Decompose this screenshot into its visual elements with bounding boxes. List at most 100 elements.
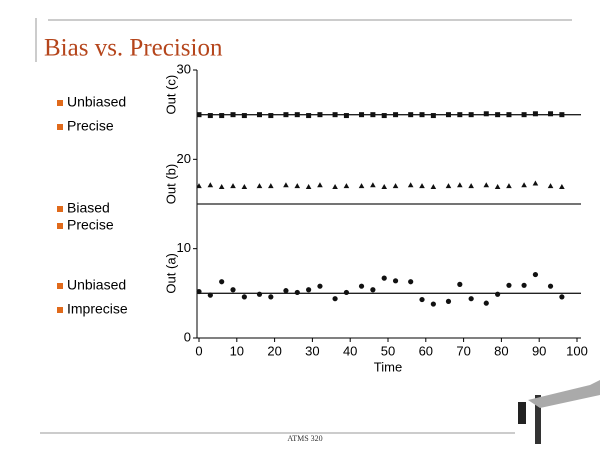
point — [532, 180, 539, 186]
point — [468, 183, 474, 189]
point — [445, 298, 452, 304]
bullet-text: Unbiased — [67, 94, 126, 110]
point — [506, 282, 512, 288]
bullet-text: Precise — [67, 118, 114, 134]
point — [559, 184, 565, 190]
x-tick-label: 40 — [343, 343, 357, 358]
series-label: Out (b) — [163, 164, 178, 204]
bullet-marker — [57, 283, 63, 289]
x-tick-label: 60 — [419, 343, 433, 358]
x-tick-label: 70 — [456, 343, 470, 358]
point — [430, 301, 436, 307]
bullet-marker — [57, 307, 63, 313]
point — [207, 113, 213, 119]
bullet-text: Biased — [67, 200, 110, 216]
y-tick-label: 10 — [177, 240, 191, 255]
point — [370, 287, 376, 293]
point — [495, 291, 501, 297]
point — [532, 111, 538, 117]
point — [559, 112, 565, 118]
point — [559, 294, 565, 300]
point — [332, 112, 338, 118]
point — [283, 288, 289, 294]
point — [207, 182, 214, 188]
point — [547, 283, 554, 289]
bullet-marker — [57, 100, 63, 106]
point — [430, 184, 437, 190]
series-label: Out (a) — [163, 253, 178, 293]
slide-title: Bias vs. Precision — [44, 35, 223, 62]
point — [521, 182, 527, 188]
bullet-text: Imprecise — [67, 301, 128, 317]
point — [207, 292, 213, 298]
footer: ATMS 320 — [287, 434, 322, 443]
point — [343, 289, 350, 296]
point — [196, 112, 202, 118]
point — [370, 182, 376, 188]
point — [419, 183, 425, 189]
point — [294, 183, 301, 189]
instrument — [518, 380, 600, 444]
point — [521, 282, 527, 288]
point — [392, 278, 399, 284]
point — [294, 112, 300, 118]
point — [408, 279, 414, 285]
bullet-text: Precise — [67, 217, 114, 233]
y-tick-label: 30 — [177, 61, 191, 76]
point — [548, 111, 554, 117]
point — [532, 271, 539, 278]
point — [457, 281, 463, 287]
point — [430, 113, 436, 119]
point — [218, 184, 225, 190]
point — [306, 113, 312, 119]
point — [230, 183, 236, 189]
point — [256, 291, 263, 297]
point — [494, 184, 501, 190]
x-tick-label: 10 — [230, 343, 244, 358]
point — [359, 112, 365, 118]
point — [241, 294, 247, 300]
series-label: Out (c) — [163, 75, 178, 115]
point — [381, 184, 388, 190]
point — [495, 112, 501, 118]
point — [547, 183, 554, 189]
point — [457, 182, 463, 188]
point — [358, 183, 365, 189]
point — [457, 112, 463, 118]
point — [219, 113, 225, 119]
point — [407, 182, 414, 188]
x-tick-label: 100 — [566, 343, 588, 358]
point — [230, 287, 236, 293]
bullet-marker — [57, 124, 63, 130]
x-axis-label: Time — [374, 359, 402, 374]
point — [392, 183, 399, 189]
point — [468, 296, 474, 302]
point — [241, 184, 248, 190]
point — [256, 183, 263, 189]
point — [230, 112, 236, 118]
y-tick-label: 20 — [177, 151, 191, 166]
x-tick-label: 0 — [195, 343, 202, 358]
y-tick-label: 0 — [184, 329, 191, 344]
point — [268, 183, 274, 189]
point — [419, 112, 425, 118]
point — [196, 288, 202, 295]
point — [445, 112, 451, 118]
point — [283, 182, 289, 188]
x-tick-label: 20 — [267, 343, 281, 358]
point — [419, 296, 425, 303]
point — [294, 289, 300, 296]
bullet-text: Unbiased — [67, 277, 126, 293]
point — [445, 183, 452, 189]
point — [241, 113, 247, 119]
x-tick-label: 50 — [381, 343, 395, 358]
point — [343, 113, 349, 119]
point — [283, 112, 289, 118]
point — [370, 112, 376, 118]
point — [332, 184, 338, 190]
point — [483, 300, 489, 306]
x-tick-label: 30 — [305, 343, 319, 358]
point — [506, 112, 512, 118]
point — [358, 283, 365, 289]
